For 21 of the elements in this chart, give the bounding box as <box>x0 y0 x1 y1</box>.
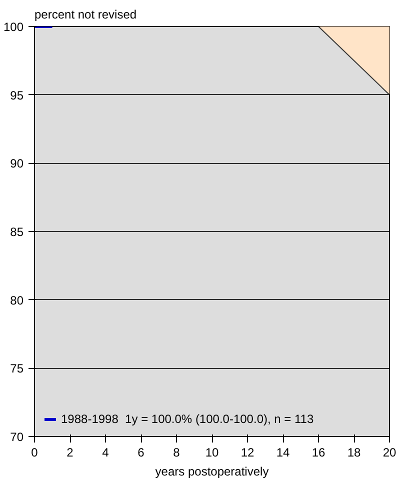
x-tick-label: 18 <box>347 446 361 460</box>
legend-label: 1988-1998 1y = 100.0% (100.0-100.0), n = 113 <box>61 412 314 426</box>
x-axis-title: years postoperatively <box>155 464 269 478</box>
y-tick-label: 100 <box>3 20 24 34</box>
x-tick-label: 20 <box>382 446 396 460</box>
x-tick-label: 6 <box>138 446 145 460</box>
x-tick-label: 2 <box>66 446 74 460</box>
y-tick-label: 90 <box>10 156 24 171</box>
x-tick-label: 10 <box>205 446 219 460</box>
y-tick-label: 95 <box>10 88 24 102</box>
x-tick-label: 4 <box>102 446 110 460</box>
x-tick-label: 12 <box>240 446 254 460</box>
y-axis-title: percent not revised <box>34 8 137 22</box>
x-tick-label: 8 <box>173 446 180 460</box>
y-tick-label: 70 <box>10 430 24 444</box>
x-tick-label: 14 <box>276 446 290 460</box>
x-tick-label: 0 <box>31 446 38 460</box>
y-tick-label: 80 <box>10 293 24 308</box>
y-tick-label: 75 <box>10 362 24 376</box>
y-tick-label: 85 <box>10 225 24 239</box>
x-tick-label: 16 <box>312 446 326 460</box>
